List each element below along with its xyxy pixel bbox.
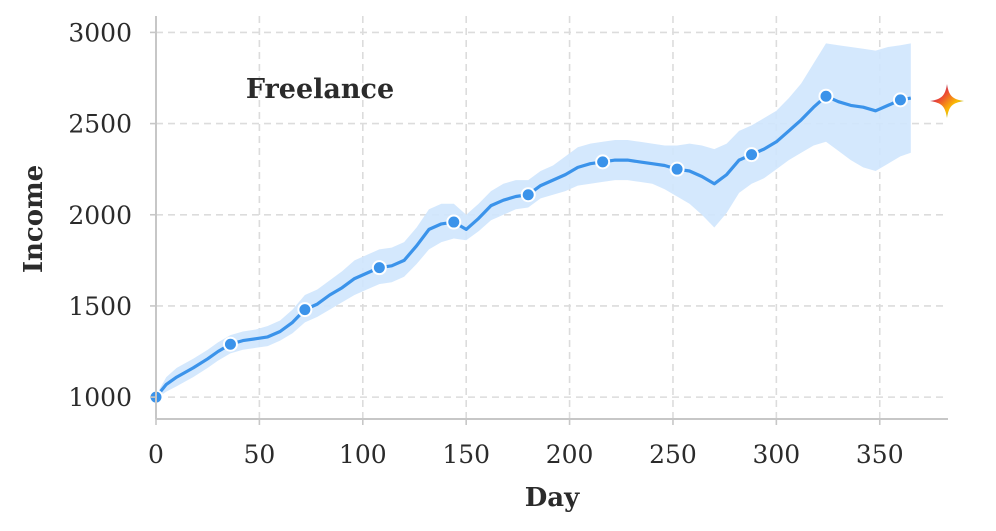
x-tick-label: 50 (243, 440, 275, 469)
sparkle-icon (930, 84, 964, 118)
series-annotation: Freelance (246, 74, 394, 105)
x-tick-label: 200 (546, 440, 594, 469)
y-ticks: 1000 1500 2000 2500 3000 (68, 18, 156, 412)
y-tick-label: 3000 (68, 18, 132, 47)
series-marker (744, 147, 760, 163)
x-tick-label: 150 (442, 440, 490, 469)
x-tick-label: 350 (856, 440, 904, 469)
x-ticks: 0 50 100 150 200 250 300 350 (148, 419, 904, 469)
series-marker (669, 161, 685, 177)
x-tick-label: 100 (339, 440, 387, 469)
series-marker (222, 336, 238, 352)
x-tick-label: 300 (753, 440, 801, 469)
series-marker (446, 214, 462, 230)
y-tick-label: 2500 (68, 110, 132, 139)
y-tick-label: 2000 (68, 201, 132, 230)
series-marker (595, 154, 611, 170)
series-marker (892, 92, 908, 108)
y-tick-label: 1500 (68, 292, 132, 321)
series-markers (148, 88, 908, 405)
x-axis-title: Day (525, 483, 580, 513)
confidence-band (156, 43, 911, 399)
y-axis-title: Income (19, 165, 49, 273)
series-line (154, 94, 912, 399)
x-tick-label: 250 (649, 440, 697, 469)
x-tick-label: 0 (148, 440, 164, 469)
y-tick-label: 1000 (68, 383, 132, 412)
series-marker (520, 187, 536, 203)
series-marker (818, 88, 834, 104)
series-marker (371, 260, 387, 276)
series-marker (297, 302, 313, 318)
